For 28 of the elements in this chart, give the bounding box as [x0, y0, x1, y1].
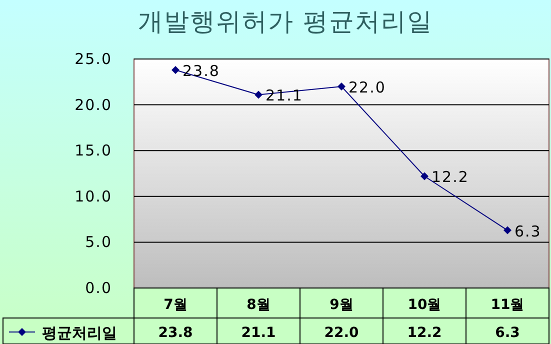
text: 22.0 [348, 78, 386, 96]
text: 6.3 [514, 222, 542, 240]
y-tick-label: 25.0 [74, 50, 112, 68]
y-tick-label: 15.0 [74, 142, 112, 160]
data-label: 22.0 [324, 325, 360, 341]
text: 23.8 [182, 62, 220, 80]
y-tick-label: 0.0 [85, 279, 112, 297]
x-tick-label: 10월 [408, 297, 442, 313]
legend-label: 평균처리일 [42, 324, 117, 342]
x-tick-label: 9월 [330, 297, 354, 313]
data-label: 23.8 [158, 325, 193, 341]
y-tick-label: 10.0 [74, 187, 112, 206]
point [254, 90, 262, 99]
text: 21.1 [266, 86, 303, 105]
x-tick-label: 7월 [164, 297, 188, 313]
data-label: 12.2 [407, 325, 442, 341]
chart-title: 개발행위허가 평균처리일 [138, 7, 433, 36]
point [338, 82, 346, 90]
text: 12.2 [432, 168, 469, 186]
point [172, 66, 180, 74]
y-tick-label: 20.0 [74, 96, 112, 114]
y-tick-label: 5.0 [85, 233, 112, 252]
data-label: 6.3 [495, 325, 520, 341]
x-tick-label: 8월 [246, 297, 270, 313]
data-label: 21.1 [241, 325, 276, 341]
point [504, 226, 512, 234]
x-tick-label: 11월 [490, 297, 524, 313]
point [420, 172, 428, 180]
